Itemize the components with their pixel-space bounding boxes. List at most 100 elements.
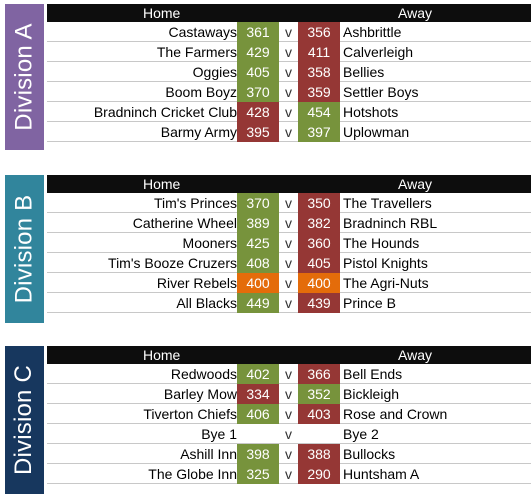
home-score: 370 [237, 82, 279, 102]
table-row: Boom Boyz 370 v 359 Settler Boys [47, 82, 531, 102]
versus-label: v [285, 295, 292, 311]
away-team: Bell Ends [343, 366, 403, 382]
table-row: Barley Mow 334 v 352 Bickleigh [47, 384, 531, 404]
versus-label: v [285, 215, 292, 231]
away-score: 403 [298, 404, 340, 424]
home-team: Bye 1 [201, 426, 237, 442]
home-team: Boom Boyz [165, 84, 237, 100]
versus-label: v [285, 446, 292, 462]
table-row: Catherine Wheel 389 v 382 Bradninch RBL [47, 213, 531, 233]
home-score: 400 [237, 273, 279, 293]
versus-label: v [285, 275, 292, 291]
away-column-header: Away [398, 347, 432, 363]
versus-label: v [285, 366, 292, 382]
versus-label: v [285, 24, 292, 40]
away-team: Hotshots [343, 104, 399, 120]
away-team: Bickleigh [343, 386, 400, 402]
away-team: Uplowman [343, 124, 410, 140]
away-score: 360 [298, 233, 340, 253]
table-row: The Farmers 429 v 411 Calverleigh [47, 42, 531, 62]
away-team: Bullocks [343, 446, 396, 462]
table-row: All Blacks 449 v 439 Prince B [47, 293, 531, 313]
away-team: The Travellers [343, 195, 432, 211]
away-team: Prince B [343, 295, 396, 311]
versus-label: v [285, 386, 292, 402]
home-team: Barmy Army [160, 124, 237, 140]
table-header: Home Away [47, 4, 531, 22]
versus-label: v [285, 124, 292, 140]
division-a-panel: Division A Home Away Castaways 361 v 356… [5, 4, 531, 150]
away-column-header: Away [398, 5, 432, 21]
home-score: 425 [237, 233, 279, 253]
home-score: 408 [237, 253, 279, 273]
table-header: Home Away [47, 346, 531, 364]
division-label: Division C [5, 346, 44, 494]
away-team: Settler Boys [343, 84, 419, 100]
home-score: 395 [237, 122, 279, 142]
division-name: Division A [10, 23, 38, 131]
away-score: 382 [298, 213, 340, 233]
table-row: Mooners 425 v 360 The Hounds [47, 233, 531, 253]
versus-label: v [285, 195, 292, 211]
away-team: Rose and Crown [343, 406, 448, 422]
table-row: The Globe Inn 325 v 290 Huntsham A [47, 464, 531, 484]
table-row: Tim's Booze Cruzers 408 v 405 Pistol Kni… [47, 253, 531, 273]
away-team: Bradninch RBL [343, 215, 438, 231]
home-score: 370 [237, 193, 279, 213]
table-header: Home Away [47, 175, 531, 193]
table-row: Tim's Princes 370 v 350 The Travellers [47, 193, 531, 213]
home-team: The Farmers [156, 44, 237, 60]
versus-label: v [285, 104, 292, 120]
versus-label: v [285, 84, 292, 100]
home-score: 449 [237, 293, 279, 313]
away-score: 359 [298, 82, 340, 102]
home-score: 402 [237, 364, 279, 384]
away-team: Ashbrittle [343, 24, 402, 40]
versus-label: v [285, 235, 292, 251]
away-score: 411 [298, 42, 340, 62]
away-score: 388 [298, 444, 340, 464]
home-team: Bradninch Cricket Club [93, 104, 237, 120]
home-team: Barley Mow [163, 386, 237, 402]
home-team: Mooners [182, 235, 237, 251]
table-row: Ashill Inn 398 v 388 Bullocks [47, 444, 531, 464]
away-team: Calverleigh [343, 44, 414, 60]
home-team: Oggies [192, 64, 237, 80]
division-c-panel: Division C Home Away Redwoods 402 v 366 … [5, 346, 531, 494]
home-score [237, 424, 279, 444]
table-row: Redwoods 402 v 366 Bell Ends [47, 364, 531, 384]
home-score: 406 [237, 404, 279, 424]
versus-label: v [285, 406, 292, 422]
home-team: Castaways [168, 24, 237, 40]
versus-label: v [285, 64, 292, 80]
away-score: 290 [298, 464, 340, 484]
home-score: 389 [237, 213, 279, 233]
away-score: 350 [298, 193, 340, 213]
home-score: 334 [237, 384, 279, 404]
home-team: Catherine Wheel [132, 215, 237, 231]
home-column-header: Home [143, 5, 181, 21]
table-row: Bye 1 v Bye 2 [47, 424, 531, 444]
versus-label: v [285, 466, 292, 482]
fixtures-table: Home Away Redwoods 402 v 366 Bell Ends B… [47, 346, 531, 484]
away-column-header: Away [398, 176, 432, 192]
away-score: 405 [298, 253, 340, 273]
home-team: All Blacks [176, 295, 237, 311]
division-label: Division A [5, 4, 44, 150]
versus-label: v [285, 255, 292, 271]
away-score: 439 [298, 293, 340, 313]
away-score: 366 [298, 364, 340, 384]
home-column-header: Home [143, 176, 181, 192]
home-team: Ashill Inn [180, 446, 237, 462]
division-name: Division C [10, 364, 38, 476]
division-name: Division B [10, 194, 38, 304]
away-score: 356 [298, 22, 340, 42]
table-row: River Rebels 400 v 400 The Agri-Nuts [47, 273, 531, 293]
fixtures-table: Home Away Tim's Princes 370 v 350 The Tr… [47, 175, 531, 313]
versus-label: v [285, 426, 292, 442]
home-team: Redwoods [170, 366, 237, 382]
home-team: The Globe Inn [148, 466, 237, 482]
division-b-panel: Division B Home Away Tim's Princes 370 v… [5, 175, 531, 323]
home-team: Tiverton Chiefs [143, 406, 237, 422]
table-row: Oggies 405 v 358 Bellies [47, 62, 531, 82]
